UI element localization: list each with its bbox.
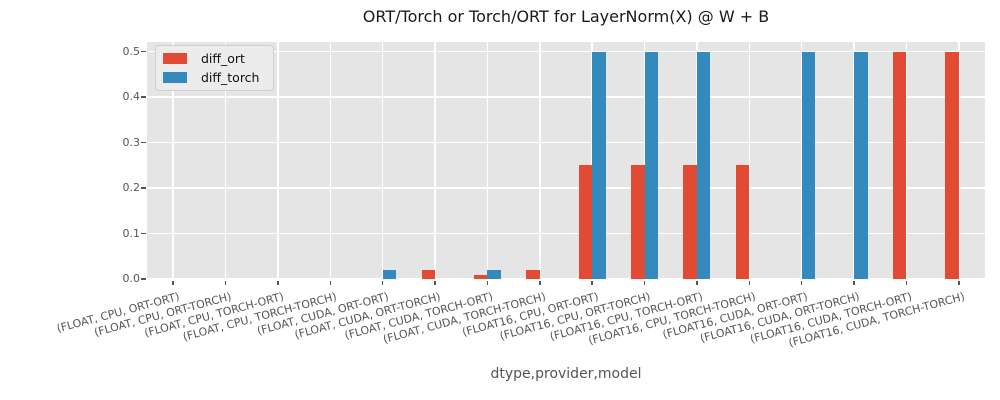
y-tick-mark [141,96,146,98]
y-tick-label: 0.5 [122,44,141,58]
y-gridline [147,232,985,235]
y-gridline [147,187,985,189]
bar-diff_torch-13 [854,51,868,279]
x-tick-mark [905,281,908,285]
x-tick-mark [800,281,803,285]
bar-diff_ort-7 [526,269,540,279]
x-tick-mark [486,281,489,285]
bar-diff_torch-4 [382,269,397,279]
y-tick-mark [141,232,146,235]
x-gridline [172,42,174,280]
legend: diff_ort diff_torch [155,45,275,91]
bar-diff_torch-6 [487,269,501,279]
x-tick-mark [853,281,855,285]
y-gridline [147,141,985,144]
x-tick-mark [329,281,331,285]
y-tick-label: 0.4 [122,90,141,103]
chart-title: ORT/Torch or Torch/ORT for LayerNorm(X) … [362,7,770,26]
x-gridline [329,42,332,280]
bar-diff_torch-10 [696,51,711,279]
legend-label: diff_ort [201,51,245,66]
x-tick-mark [381,281,384,285]
x-tick-mark [224,281,227,285]
bar-diff_ort-9 [631,165,645,279]
bar-diff_ort-10 [683,165,697,279]
y-tick-label: 0.3 [122,135,141,149]
bar-diff_ort-8 [578,165,593,279]
y-gridline [147,96,985,98]
bar-diff_torch-12 [801,51,816,279]
x-gridline [748,42,751,280]
y-gridline [147,278,985,280]
x-tick-mark [958,281,960,285]
diff-torch-swatch-icon [163,72,187,83]
x-tick-mark [539,281,541,285]
bar-diff_ort-6 [473,275,488,279]
x-gridline [381,42,384,280]
x-gridline [224,42,227,280]
y-tick-mark [141,187,146,189]
diff-ort-swatch-icon [163,53,187,64]
x-tick-mark [434,281,436,285]
x-gridline [539,42,541,280]
x-axis-title: dtype,provider,model [490,366,642,382]
y-tick-mark [141,50,146,53]
y-tick-mark [141,278,146,280]
x-gridline [277,42,279,280]
x-gridline [486,42,489,280]
x-tick-mark [643,281,646,285]
legend-item-diff-ort: diff_ort [163,52,259,65]
y-tick-label: 0.0 [122,272,141,285]
x-gridline [958,42,960,280]
legend-item-diff-torch: diff_torch [163,71,259,84]
y-tick-label: 0.2 [122,181,141,194]
bar-diff_ort-14 [892,51,907,279]
x-gridline [434,42,436,280]
y-tick-label: 0.1 [122,226,141,240]
x-tick-mark [696,281,698,285]
plot-area [147,42,985,280]
y-gridline [147,50,985,53]
bar-diff_ort-5 [421,269,436,279]
x-tick-mark [591,281,593,285]
x-tick-mark [172,281,174,285]
bar-diff_torch-8 [592,51,606,279]
bar-diff_ort-11 [735,165,750,279]
y-tick-mark [141,141,146,144]
bar-diff_torch-9 [644,51,659,279]
legend-label: diff_torch [201,70,260,85]
x-tick-mark [277,281,279,285]
x-gridline [905,42,908,280]
bar-diff_ort-15 [945,51,959,279]
x-tick-mark [748,281,750,285]
